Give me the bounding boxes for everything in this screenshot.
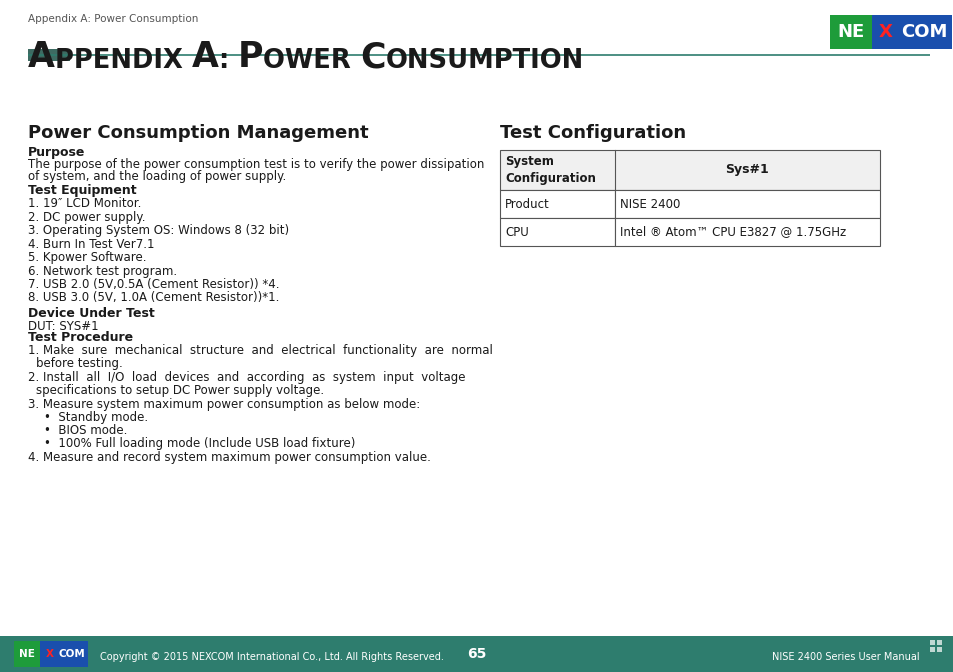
Text: The purpose of the power consumption test is to verify the power dissipation: The purpose of the power consumption tes… <box>28 158 484 171</box>
Text: •  Standby mode.: • Standby mode. <box>44 411 148 424</box>
Text: NE: NE <box>19 649 35 659</box>
Bar <box>28 49 70 61</box>
Text: X: X <box>46 649 54 659</box>
Bar <box>871 15 951 49</box>
Text: COM: COM <box>900 23 946 41</box>
Text: A: A <box>192 40 218 74</box>
Text: Test Equipment: Test Equipment <box>28 184 136 197</box>
Text: System
Configuration: System Configuration <box>504 155 596 185</box>
Bar <box>929 647 934 652</box>
Text: :: : <box>218 48 237 74</box>
Text: Purpose: Purpose <box>28 146 85 159</box>
Bar <box>829 15 871 49</box>
Text: •  100% Full loading mode (Include USB load fixture): • 100% Full loading mode (Include USB lo… <box>44 437 355 450</box>
Text: NE: NE <box>837 23 863 41</box>
Text: PPENDIX: PPENDIX <box>55 48 192 74</box>
Text: X: X <box>878 23 892 41</box>
Text: 3. Measure system maximum power consumption as below mode:: 3. Measure system maximum power consumpt… <box>28 398 420 411</box>
Text: A: A <box>28 40 55 74</box>
Text: 3. Operating System OS: Windows 8 (32 bit): 3. Operating System OS: Windows 8 (32 bi… <box>28 224 289 237</box>
Text: CPU: CPU <box>504 226 528 239</box>
Bar <box>929 640 934 645</box>
Text: 2. DC power supply.: 2. DC power supply. <box>28 210 146 224</box>
Text: P: P <box>237 40 263 74</box>
Bar <box>499 218 615 246</box>
Text: 2. Install  all  I/O  load  devices  and  according  as  system  input  voltage: 2. Install all I/O load devices and acco… <box>28 371 465 384</box>
Text: Copyright © 2015 NEXCOM International Co., Ltd. All Rights Reserved.: Copyright © 2015 NEXCOM International Co… <box>100 652 443 662</box>
Text: specifications to setup DC Power supply voltage.: specifications to setup DC Power supply … <box>36 384 324 397</box>
Text: Product: Product <box>504 198 549 210</box>
Text: Intel ® Atom™ CPU E3827 @ 1.75GHz: Intel ® Atom™ CPU E3827 @ 1.75GHz <box>619 226 845 239</box>
Text: 7. USB 2.0 (5V,0.5A (Cement Resistor)) *4.: 7. USB 2.0 (5V,0.5A (Cement Resistor)) *… <box>28 278 279 291</box>
Text: COM: COM <box>58 649 85 659</box>
Text: 6. Network test program.: 6. Network test program. <box>28 265 177 278</box>
Bar <box>615 190 879 218</box>
Bar <box>936 647 941 652</box>
Text: ONSUMPTION: ONSUMPTION <box>385 48 583 74</box>
Text: NISE 2400 Series User Manual: NISE 2400 Series User Manual <box>772 652 919 662</box>
Text: 4. Burn In Test Ver7.1: 4. Burn In Test Ver7.1 <box>28 237 154 251</box>
Bar <box>615 218 879 246</box>
Text: Test Procedure: Test Procedure <box>28 331 133 344</box>
Bar <box>936 640 941 645</box>
Text: NISE 2400: NISE 2400 <box>619 198 679 210</box>
Text: 8. USB 3.0 (5V, 1.0A (Cement Resistor))*1.: 8. USB 3.0 (5V, 1.0A (Cement Resistor))*… <box>28 292 279 304</box>
Text: OWER: OWER <box>263 48 359 74</box>
Text: 1. 19″ LCD Monitor.: 1. 19″ LCD Monitor. <box>28 197 141 210</box>
Text: C: C <box>359 40 385 74</box>
Text: Test Configuration: Test Configuration <box>499 124 685 142</box>
Bar <box>0 636 953 672</box>
Text: DUT: SYS#1: DUT: SYS#1 <box>28 320 98 333</box>
Bar <box>40 641 88 667</box>
Text: Device Under Test: Device Under Test <box>28 307 154 320</box>
Bar <box>499 190 615 218</box>
Text: Appendix A: Power Consumption: Appendix A: Power Consumption <box>28 14 198 24</box>
Text: 65: 65 <box>467 647 486 661</box>
Text: of system, and the loading of power supply.: of system, and the loading of power supp… <box>28 170 286 183</box>
Text: Sys#1: Sys#1 <box>725 163 768 177</box>
Text: 1. Make  sure  mechanical  structure  and  electrical  functionality  are  norma: 1. Make sure mechanical structure and el… <box>28 344 493 357</box>
Bar <box>14 641 40 667</box>
Bar <box>499 150 879 190</box>
Text: Power Consumption Management: Power Consumption Management <box>28 124 368 142</box>
Text: before testing.: before testing. <box>36 357 123 370</box>
Text: 5. Kpower Software.: 5. Kpower Software. <box>28 251 147 264</box>
Text: •  BIOS mode.: • BIOS mode. <box>44 424 128 437</box>
Text: 4. Measure and record system maximum power consumption value.: 4. Measure and record system maximum pow… <box>28 451 431 464</box>
